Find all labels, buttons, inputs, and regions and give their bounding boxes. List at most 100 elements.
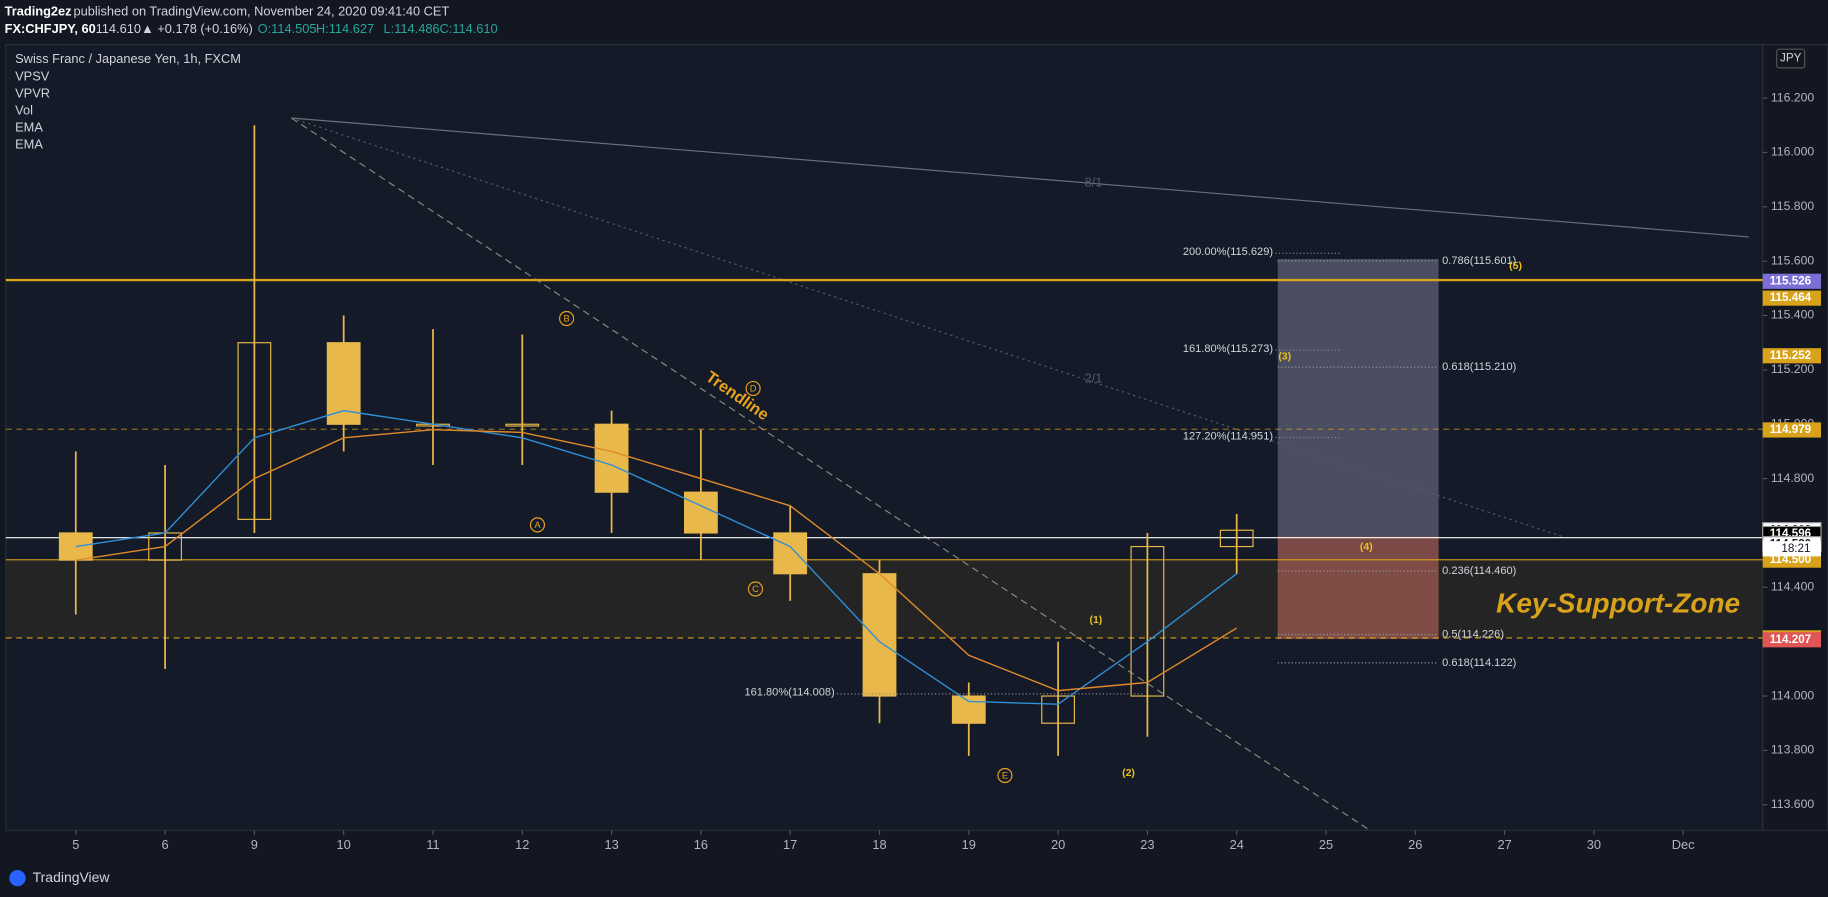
logo: [9, 869, 26, 887]
x-tick-label: 25: [1319, 837, 1333, 852]
y-tick-label: 116.000: [1771, 145, 1815, 159]
candle-body: [951, 695, 986, 724]
indicator-label: EMA: [15, 120, 43, 135]
wave-label: (3): [1278, 352, 1291, 363]
candle-body: [683, 491, 718, 534]
candle-body: [862, 573, 897, 697]
price-tag: [1762, 632, 1822, 648]
x-tick-label: 20: [1051, 837, 1065, 852]
symbol: FX:CHFJPY, 60: [5, 21, 96, 36]
y-tick-label: 114.400: [1771, 580, 1815, 594]
fib-label: 0.618(115.210): [1442, 361, 1516, 373]
price-tag: [1762, 290, 1822, 306]
ema-line: [75, 409, 1238, 705]
candle-body: [594, 423, 629, 493]
y-tick-label: 115.800: [1771, 199, 1815, 213]
ohlc-low: L:114.486: [384, 21, 440, 36]
x-tick-label: 23: [1140, 837, 1154, 852]
candle-body: [773, 532, 808, 575]
candle-body: [1130, 545, 1165, 697]
trendline: [291, 117, 1371, 831]
x-tick-label: 11: [426, 837, 439, 852]
fan-label: 8/1: [1085, 175, 1103, 190]
currency-box: [1776, 48, 1806, 69]
x-tick-label: 5: [72, 837, 79, 852]
wave-circle: [997, 767, 1013, 784]
fib-label: 0.236(114.460): [1442, 565, 1516, 577]
price-tag-label: 115.252: [1770, 349, 1812, 362]
indicator-label: VPSV: [15, 69, 50, 84]
stop-box: [1277, 536, 1439, 640]
price-tag: [1762, 348, 1822, 364]
change: ▲ +0.178 (+0.16%): [141, 21, 253, 36]
x-tick-label: 26: [1408, 837, 1422, 852]
fib-label: 0.786(115.601): [1442, 255, 1516, 267]
countdown-tag: [1762, 541, 1822, 557]
plot-area: [5, 43, 1764, 831]
fib-label: 0.618(114.122): [1442, 657, 1516, 669]
x-tick-label: 19: [962, 837, 976, 852]
ohlc-high: H:114.627: [316, 21, 374, 36]
y-tick-label: 115.400: [1771, 308, 1815, 322]
x-tick-label: 10: [337, 837, 351, 852]
wave-label: (1): [1089, 615, 1102, 626]
wave-label: A: [534, 520, 541, 530]
fib-label: 0.5(114.226): [1442, 629, 1504, 641]
ema-line: [75, 428, 1238, 692]
wave-label: (5): [1509, 261, 1522, 272]
price-tag: [1762, 422, 1822, 438]
fan-line: [291, 117, 1749, 238]
publisher: Trading2ez: [5, 3, 72, 18]
wave-circle: [559, 310, 575, 327]
wave-label: (2): [1122, 768, 1135, 779]
price-tag-label: 115.526: [1770, 274, 1812, 287]
footer: [0, 859, 1828, 897]
price-tag-label: 114.979: [1770, 423, 1812, 436]
brand: TradingView: [33, 869, 111, 885]
ohlc-open: O:114.505: [258, 21, 317, 36]
wave-circle: [747, 581, 764, 597]
fib-label: 161.80%(114.008): [745, 687, 835, 699]
target-box: [1277, 259, 1439, 537]
x-tick-label: 30: [1587, 837, 1601, 852]
wave-label: B: [563, 314, 569, 324]
price-tag: [1762, 552, 1822, 568]
fib-label: 127.20%(114.951): [1183, 430, 1273, 442]
y-tick-label: 113.600: [1771, 797, 1815, 811]
y-tick-label: 113.800: [1771, 743, 1815, 757]
x-tick-label: 13: [604, 837, 618, 852]
y-tick-label: 115.200: [1771, 362, 1815, 376]
currency: JPY: [1780, 52, 1802, 65]
wave-label: (4): [1360, 542, 1373, 553]
price-tag-label: 114.207: [1770, 633, 1811, 646]
x-tick-label: 16: [694, 837, 708, 852]
x-tick-label: Dec: [1672, 837, 1695, 852]
x-tick-label: 18: [872, 837, 886, 852]
countdown: 18:21: [1781, 542, 1810, 555]
candle-body: [237, 342, 272, 520]
price-tag-label: 115.464: [1770, 291, 1812, 304]
price-tag-label: 114.500: [1770, 553, 1811, 566]
indicator-label: Vol: [15, 103, 33, 118]
fib-label: 161.80%(115.273): [1183, 343, 1273, 355]
candle-body: [1041, 695, 1075, 724]
wave-circle: [529, 517, 546, 533]
last: 114.610: [96, 21, 141, 36]
wave-label: C: [752, 584, 759, 594]
y-tick-label: 114.800: [1771, 471, 1815, 485]
indicator-label: EMA: [15, 137, 43, 152]
fan-label: 2/1: [1085, 371, 1103, 386]
published: published on TradingView.com, November 2…: [73, 3, 449, 18]
indicator-label: VPVR: [15, 86, 50, 101]
x-tick-label: 17: [783, 837, 797, 852]
chart-title: Swiss Franc / Japanese Yen, 1h, FXCM: [15, 51, 241, 66]
x-tick-label: 24: [1230, 837, 1244, 852]
wave-circle: [745, 380, 761, 397]
x-tick-label: 6: [162, 837, 169, 852]
y-tick-label: 114.000: [1771, 688, 1815, 702]
x-tick-label: 9: [251, 837, 258, 852]
fib-label: 200.00%(115.629): [1183, 246, 1273, 258]
x-tick-label: 12: [515, 837, 529, 852]
